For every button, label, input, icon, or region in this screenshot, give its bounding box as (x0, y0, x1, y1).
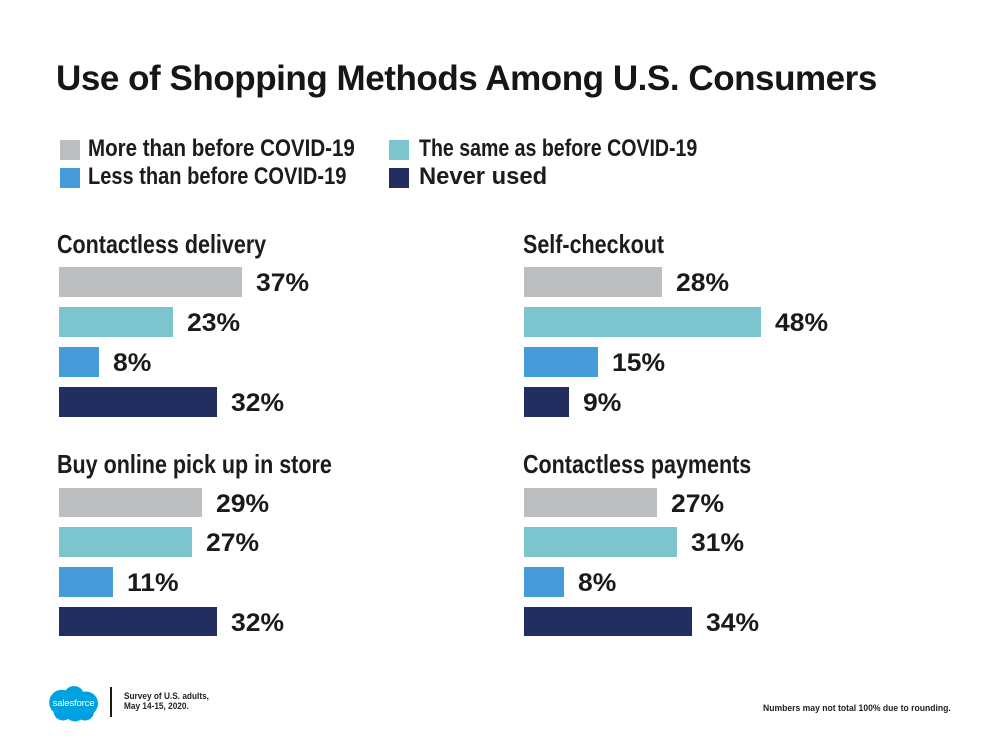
svg-text:salesforce: salesforce (53, 698, 95, 709)
